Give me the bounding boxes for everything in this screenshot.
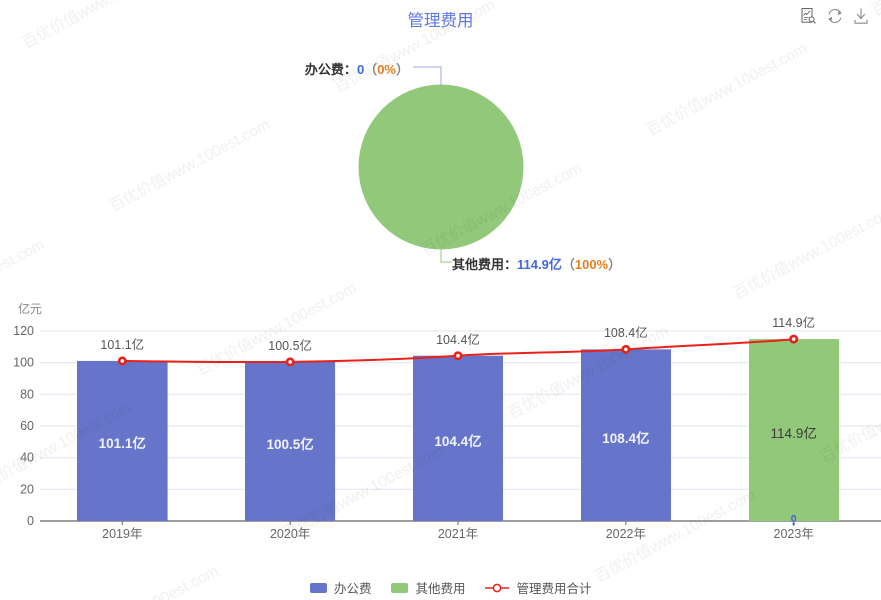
svg-text:2020年: 2020年 [270,527,310,541]
svg-text:120: 120 [13,324,34,338]
svg-text:114.9亿: 114.9亿 [772,315,815,330]
svg-text:40: 40 [20,451,34,465]
svg-text:114.9亿: 114.9亿 [771,426,817,441]
svg-text:2023年: 2023年 [774,527,814,541]
svg-text:20: 20 [20,482,34,496]
svg-text:100.5亿: 100.5亿 [267,436,314,452]
svg-text:101.1亿: 101.1亿 [99,435,146,451]
svg-text:80: 80 [20,387,34,401]
svg-text:108.4亿: 108.4亿 [604,325,648,340]
svg-text:101.1亿: 101.1亿 [100,337,144,352]
svg-text:100: 100 [13,356,34,370]
svg-text:108.4亿: 108.4亿 [602,430,649,446]
svg-text:100.5亿: 100.5亿 [268,338,312,353]
svg-text:60: 60 [20,419,34,433]
svg-text:0: 0 [27,514,34,528]
svg-text:104.4亿: 104.4亿 [434,433,481,449]
svg-text:2019年: 2019年 [102,527,142,541]
svg-text:2022年: 2022年 [606,527,646,541]
svg-text:104.4亿: 104.4亿 [436,332,480,347]
svg-text:2021年: 2021年 [438,527,478,541]
svg-text:0: 0 [791,513,797,525]
